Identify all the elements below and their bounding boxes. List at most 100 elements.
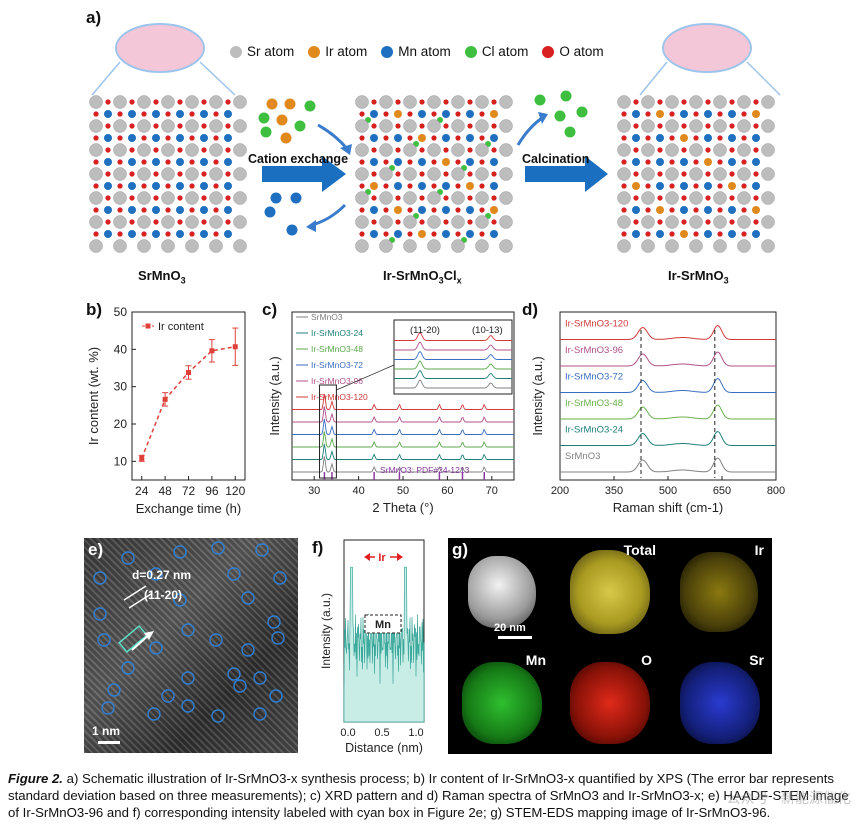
magnifier-right — [639, 23, 781, 96]
raman-series-line — [560, 430, 776, 446]
series-label: Ir-SrMnO3-24 — [565, 425, 623, 436]
sr-map-tile: Sr — [664, 648, 772, 754]
intensity-profile — [343, 566, 425, 723]
ir-map-tile: Ir — [664, 538, 772, 644]
y-axis-label: Ir content (wt. %) — [86, 347, 101, 445]
x-tick-label: 24 — [135, 484, 149, 498]
curved-arrow-release — [516, 116, 543, 146]
floating-atom — [260, 126, 272, 138]
x-axis-label: 2 Theta (°) — [372, 500, 433, 515]
x-tick-label: 60 — [441, 485, 453, 497]
zoom-connector — [336, 364, 395, 391]
atom-column-marker — [149, 641, 163, 655]
x-tick-label: 350 — [605, 485, 623, 497]
ir-arrow-head — [397, 553, 403, 561]
x-tick-label: 500 — [659, 485, 677, 497]
floating-atom — [258, 112, 270, 124]
map-label-o: O — [641, 652, 652, 668]
raman-series-line — [560, 457, 776, 473]
caption-text: a) Schematic illustration of Ir-SrMnO3-x… — [8, 771, 849, 820]
map-label-total: Total — [623, 542, 656, 558]
xrd-series-line — [292, 443, 514, 460]
atom-column-marker — [273, 571, 287, 585]
lattice-srmno3 — [89, 95, 247, 253]
x-tick-label: 96 — [205, 484, 219, 498]
legend-dot-icon — [381, 45, 394, 58]
legend-label: O atom — [559, 44, 604, 59]
structure-label-3: Ir-SrMnO3 — [668, 268, 729, 286]
x-tick-label: 48 — [158, 484, 172, 498]
inset-series-line — [394, 341, 512, 351]
atom-column-marker — [209, 633, 223, 647]
lattice-ir-srmno3 — [617, 95, 775, 253]
y-tick-label: 50 — [114, 305, 128, 319]
x-tick-label: 40 — [352, 485, 364, 497]
x-tick-label: 70 — [486, 485, 498, 497]
g-scale-label: 20 nm — [494, 622, 526, 634]
raman-series-line — [560, 377, 776, 393]
data-point — [162, 396, 168, 402]
mn-box — [364, 614, 402, 634]
y-tick-label: 10 — [114, 454, 128, 468]
atom-column-marker — [147, 707, 161, 721]
map-label-sr: Sr — [749, 652, 764, 668]
panel-d-label: d) — [522, 300, 539, 319]
o-map-tile: O — [556, 648, 662, 754]
legend-label: Ir-SrMnO3-72 — [311, 360, 363, 370]
legend-label: Ir-SrMnO3-48 — [311, 344, 363, 354]
atom-column-marker — [267, 615, 281, 629]
atom-column-marker — [93, 607, 107, 621]
legend-dot-icon — [464, 45, 477, 58]
floating-atom — [270, 192, 282, 204]
xrd-series-line — [292, 456, 514, 473]
inset-series-line — [394, 350, 512, 360]
atom-column-marker — [241, 591, 255, 605]
x-tick-label: 0.0 — [340, 727, 355, 739]
figure-caption: Figure 2. a) Schematic illustration of I… — [8, 770, 858, 821]
legend-dot-icon — [230, 45, 242, 58]
legend-label: Ir-SrMnO3-24 — [311, 328, 363, 338]
y-axis-label: Intensity (a.u.) — [531, 356, 545, 435]
atom-legend: Sr atom Ir atom Mn atom Cl atom O atom — [230, 44, 604, 59]
cation-exchange-arrow — [262, 156, 346, 192]
atom-column-marker — [161, 689, 175, 703]
series-label: Ir-SrMnO3-48 — [565, 398, 623, 409]
atom-column-marker — [121, 551, 135, 565]
inset-frame — [393, 319, 513, 395]
x-tick-label: 72 — [182, 484, 196, 498]
inset-label: (10-13) — [472, 325, 503, 336]
legend-item-cl: Cl atom — [464, 44, 528, 59]
panel-a-label: a) — [86, 8, 102, 27]
reference-label: SrMnO3: PDF#24-1213 — [380, 465, 470, 475]
atom-column-marker — [269, 689, 283, 703]
xrd-series-line — [292, 406, 514, 423]
legend-item-ir: Ir atom — [308, 44, 367, 59]
raman-series-line — [560, 404, 776, 420]
y-axis-label: Intensity (a.u.) — [319, 593, 333, 669]
floating-atom — [280, 132, 292, 144]
x-tick-label: 650 — [713, 485, 731, 497]
atom-column-marker — [97, 633, 111, 647]
series-label: Ir-SrMnO3-96 — [565, 345, 623, 356]
x-tick-label: 120 — [225, 484, 245, 498]
inset-series-line — [394, 369, 512, 379]
panel-f-label: f) — [312, 538, 324, 557]
x-axis-label: Exchange time (h) — [136, 501, 242, 516]
legend-dot-icon — [308, 45, 321, 58]
atom-column-marker — [227, 667, 241, 681]
panel-e-label: e) — [88, 540, 104, 559]
atom-column-marker — [181, 623, 195, 637]
atom-column-marker — [211, 541, 225, 555]
y-tick-label: 30 — [114, 380, 128, 394]
legend-marker — [145, 323, 151, 329]
scale-bar — [98, 741, 120, 744]
panel-c-chart: 30 40 50 60 70 SrMnO3: PDF#24-1213 SrMnO3 Ir-Sr… — [268, 311, 515, 515]
x-tick-label: 200 — [551, 485, 569, 497]
floating-atom — [534, 94, 546, 106]
atom-column-marker — [149, 567, 163, 581]
plane-label: (11-20) — [144, 588, 183, 602]
zoom-box — [319, 384, 337, 479]
plot-frame — [131, 311, 246, 481]
floating-atom — [284, 98, 296, 110]
atom-column-marker — [173, 545, 187, 559]
